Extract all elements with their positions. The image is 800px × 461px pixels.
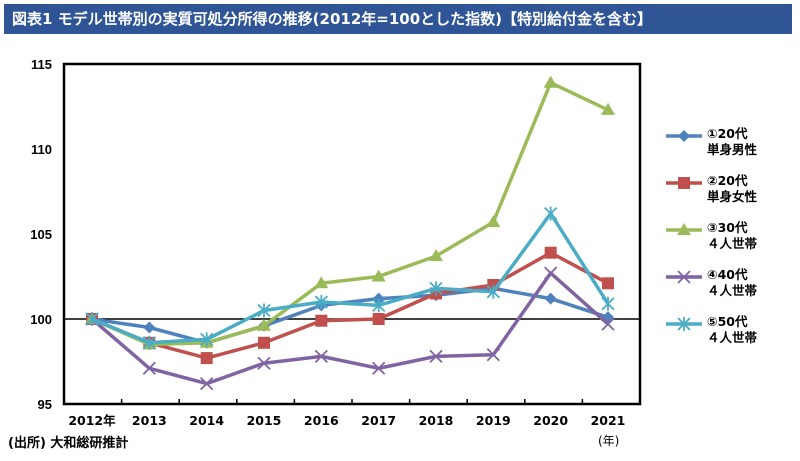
- legend-marker: [677, 270, 691, 284]
- source-note: (出所) 大和総研推計: [8, 436, 129, 451]
- data-point: [200, 376, 214, 391]
- series-5: [85, 206, 615, 350]
- data-point: [486, 215, 501, 228]
- data-point: [314, 276, 329, 289]
- data-point: [257, 356, 271, 370]
- x-tick-label: 2020: [533, 413, 568, 428]
- y-tick-label: 100: [30, 312, 52, 327]
- legend-label: ④40代 ４人世帯: [707, 267, 758, 298]
- series-line: [91, 250, 609, 360]
- legend-marker: [678, 130, 690, 142]
- legend-item: ⑤50代 ４人世帯: [664, 314, 794, 361]
- legend-label: ①20代 単身男性: [707, 126, 758, 157]
- y-tick-label: 105: [30, 227, 52, 242]
- series-1: [86, 282, 614, 349]
- data-point: [314, 349, 328, 364]
- data-point: [486, 284, 500, 299]
- chart-title: 図表1 モデル世帯別の実質可処分所得の推移(2012年=100とした指数)【特別…: [4, 4, 792, 34]
- data-point: [200, 332, 214, 347]
- legend-label: ⑤50代 ４人世帯: [707, 314, 758, 345]
- data-point: [372, 298, 386, 313]
- y-tick-label: 115: [31, 57, 52, 72]
- data-point: [543, 75, 558, 88]
- data-point: [429, 281, 443, 296]
- data-point: [372, 313, 385, 325]
- data-point: [142, 335, 156, 350]
- series-line: [91, 80, 609, 347]
- data-point: [544, 206, 558, 221]
- x-tick-label: 2018: [419, 413, 454, 428]
- data-point: [372, 361, 386, 375]
- legend-marker: [677, 317, 691, 331]
- legend-label: ②20代 単身女性: [707, 173, 758, 204]
- series-3: [85, 75, 615, 350]
- data-point: [486, 348, 500, 362]
- x-axis-unit: (年): [598, 434, 620, 448]
- series-line: [91, 211, 610, 345]
- legend-item: ④40代 ４人世帯: [664, 267, 794, 314]
- legend-swatch: [666, 270, 702, 284]
- data-point: [258, 336, 270, 349]
- data-point: [371, 269, 386, 282]
- x-tick-label: 2016: [304, 413, 339, 428]
- legend-marker: [678, 177, 690, 189]
- data-point: [602, 277, 614, 290]
- x-tick-label: 2021: [591, 413, 626, 428]
- legend-swatch: [666, 177, 702, 189]
- legend-swatch: [666, 130, 702, 142]
- series-4: [85, 266, 615, 391]
- x-tick-label: 2012年: [68, 413, 116, 428]
- plot-frame: [62, 62, 642, 406]
- data-point: [257, 318, 271, 331]
- data-point: [143, 321, 156, 334]
- legend-swatch: [666, 317, 702, 331]
- legend-item: ①20代 単身男性: [664, 126, 794, 173]
- legend-marker: [677, 223, 691, 235]
- data-point: [601, 317, 615, 331]
- data-point: [544, 266, 558, 280]
- series-line: [91, 286, 609, 345]
- series-line: [90, 271, 610, 386]
- x-tick-label: 2013: [132, 413, 167, 428]
- data-point: [200, 352, 213, 365]
- data-point: [601, 102, 615, 115]
- data-point: [314, 295, 328, 309]
- y-tick-label: 110: [31, 142, 52, 157]
- data-point: [142, 361, 156, 375]
- y-tick-label: 95: [38, 397, 52, 412]
- data-point: [429, 249, 443, 262]
- data-point: [85, 312, 99, 326]
- x-tick-label: 2014: [189, 413, 224, 428]
- legend-label: ③30代 ４人世帯: [707, 220, 758, 251]
- legend-item: ③30代 ４人世帯: [664, 220, 794, 267]
- legend-swatch: [666, 223, 702, 235]
- x-tick-label: 2017: [361, 413, 396, 428]
- data-point: [315, 314, 328, 327]
- data-point: [544, 292, 557, 305]
- x-tick-label: 2015: [247, 413, 282, 428]
- data-point: [429, 349, 443, 364]
- legend: ①20代 単身男性 ②20代 単身女性 ③30代 ４人世帯 ④40代 ４人世帯 ⑤50代…: [664, 126, 794, 361]
- x-tick-label: 2019: [476, 413, 511, 428]
- data-point: [257, 303, 271, 318]
- legend-item: ②20代 単身女性: [664, 173, 794, 220]
- data-point: [544, 246, 557, 259]
- data-point: [601, 296, 615, 311]
